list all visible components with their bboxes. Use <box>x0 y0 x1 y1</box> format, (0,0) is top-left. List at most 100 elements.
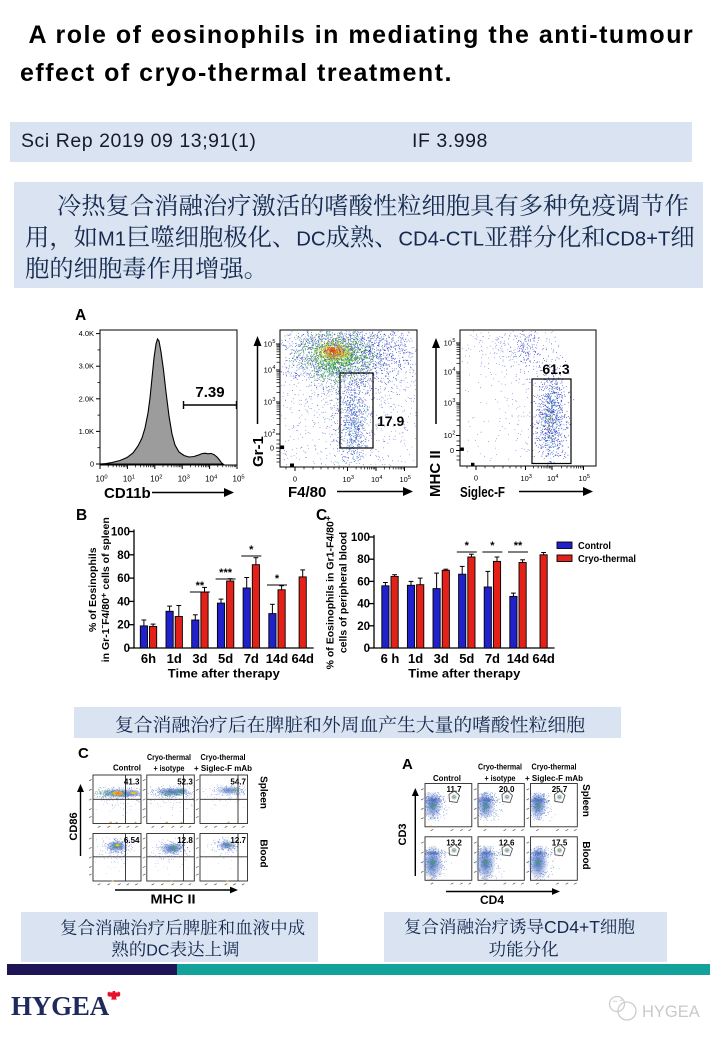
svg-text:103: 103 <box>343 475 354 484</box>
svg-text:103: 103 <box>521 474 532 483</box>
svg-text:Spleen: Spleen <box>580 784 591 817</box>
svg-text:100: 100 <box>96 474 108 483</box>
svg-text:Blood: Blood <box>580 841 591 869</box>
svg-text:DC: DC <box>296 229 325 251</box>
svg-text:2: 2 <box>272 429 275 435</box>
svg-text:3.0K: 3.0K <box>79 362 94 371</box>
svg-text:***: *** <box>219 567 233 579</box>
svg-text:+ isotype: + isotype <box>154 763 185 773</box>
svg-text:A: A <box>402 756 413 773</box>
svg-text:7d: 7d <box>244 651 259 666</box>
svg-text:3d: 3d <box>192 651 207 666</box>
svg-text:10: 10 <box>444 368 452 377</box>
svg-text:1d: 1d <box>167 651 182 666</box>
svg-text:5: 5 <box>452 338 455 344</box>
svg-text:CD8+T: CD8+T <box>606 229 671 251</box>
svg-text:CD4: CD4 <box>480 893 504 907</box>
svg-text:CD3: CD3 <box>397 823 409 845</box>
svg-text:11.7: 11.7 <box>446 785 462 794</box>
svg-text:**: ** <box>514 540 523 552</box>
svg-text:Cryo-thermal: Cryo-thermal <box>532 762 577 772</box>
svg-text:104: 104 <box>547 474 558 483</box>
svg-text:0: 0 <box>90 460 94 469</box>
svg-text:B: B <box>76 507 87 524</box>
svg-text:5d: 5d <box>459 651 474 666</box>
svg-text:60: 60 <box>357 576 370 588</box>
svg-text:52.3: 52.3 <box>177 778 193 787</box>
svg-text:C: C <box>316 507 327 524</box>
svg-text:100: 100 <box>351 532 370 544</box>
svg-text:*: * <box>275 573 280 585</box>
svg-text:CD86: CD86 <box>68 812 80 840</box>
svg-text:104: 104 <box>371 475 382 484</box>
svg-text:10: 10 <box>264 430 272 439</box>
svg-text:CD4+T: CD4+T <box>544 917 600 937</box>
svg-text:6h: 6h <box>141 651 156 666</box>
svg-text:10: 10 <box>444 399 452 408</box>
svg-text:40: 40 <box>357 599 370 611</box>
svg-text:41.3: 41.3 <box>124 778 140 787</box>
svg-text:7.39: 7.39 <box>195 384 224 401</box>
svg-text:M1: M1 <box>98 229 126 251</box>
svg-text:20.0: 20.0 <box>499 785 515 794</box>
svg-text:61.3: 61.3 <box>542 361 569 377</box>
svg-text:**: ** <box>196 580 205 592</box>
svg-text:Gr-1: Gr-1 <box>250 436 267 467</box>
svg-text:0: 0 <box>364 643 370 655</box>
svg-text:10: 10 <box>264 398 272 407</box>
svg-text:DC: DC <box>146 941 170 959</box>
svg-text:Time after therapy: Time after therapy <box>408 667 520 681</box>
svg-text:4: 4 <box>452 367 455 373</box>
svg-text:*: * <box>249 544 254 556</box>
svg-text:3: 3 <box>452 398 455 404</box>
svg-text:64d: 64d <box>532 651 554 666</box>
svg-text:20: 20 <box>117 620 130 632</box>
svg-text:14d: 14d <box>507 651 529 666</box>
svg-text:+ isotype: + isotype <box>485 773 516 783</box>
svg-text:4.0K: 4.0K <box>79 329 94 338</box>
svg-text:25.7: 25.7 <box>552 785 568 794</box>
svg-text:6.54: 6.54 <box>124 836 140 845</box>
svg-text:CD4-CTL: CD4-CTL <box>398 229 484 251</box>
svg-text:3d: 3d <box>434 651 449 666</box>
svg-text:10: 10 <box>444 431 452 440</box>
svg-text:101: 101 <box>123 474 135 483</box>
svg-text:Siglec-F: Siglec-F <box>460 484 505 501</box>
svg-text:0: 0 <box>474 474 478 483</box>
svg-text:3: 3 <box>272 397 275 403</box>
svg-text:4: 4 <box>272 365 275 371</box>
svg-text:102: 102 <box>150 474 162 483</box>
svg-text:% of Eosinophils: % of Eosinophils <box>87 547 99 632</box>
svg-text:10: 10 <box>444 339 452 348</box>
svg-text:100: 100 <box>111 527 130 539</box>
svg-text:40: 40 <box>117 596 130 608</box>
svg-text:*: * <box>490 540 495 552</box>
svg-text:cells of peripheral blood: cells of peripheral blood <box>338 532 350 653</box>
svg-text:1.0K: 1.0K <box>79 427 94 436</box>
svg-text:105: 105 <box>579 474 590 483</box>
svg-text:Control: Control <box>113 763 141 773</box>
svg-text:Cryo-thermal: Cryo-thermal <box>578 553 636 565</box>
svg-text:Cryo-thermal: Cryo-thermal <box>147 752 191 762</box>
svg-text:F4/80: F4/80 <box>288 484 326 501</box>
svg-text:Blood: Blood <box>258 839 269 867</box>
svg-text:10: 10 <box>264 366 272 375</box>
svg-text:64d: 64d <box>291 651 313 666</box>
svg-text:54.7: 54.7 <box>230 778 246 787</box>
svg-text:Spleen: Spleen <box>258 776 269 809</box>
svg-text:2.0K: 2.0K <box>79 394 94 403</box>
svg-text:MHC II: MHC II <box>427 450 444 497</box>
svg-text:1d: 1d <box>408 651 423 666</box>
svg-text:% of Eosinophils in Gr1-F4/80⁺: % of Eosinophils in Gr1-F4/80⁺ <box>325 515 337 669</box>
svg-text:13.2: 13.2 <box>446 838 462 847</box>
svg-text:10: 10 <box>264 340 272 349</box>
svg-text:MHC II: MHC II <box>151 892 196 907</box>
svg-text:105: 105 <box>400 475 411 484</box>
svg-text:20: 20 <box>357 621 370 633</box>
svg-text:17.9: 17.9 <box>377 413 404 429</box>
svg-text:Control: Control <box>578 540 611 552</box>
svg-text:104: 104 <box>205 474 218 483</box>
svg-text:0: 0 <box>124 643 130 655</box>
svg-text:103: 103 <box>178 474 190 483</box>
svg-text:CD11b: CD11b <box>104 485 151 502</box>
